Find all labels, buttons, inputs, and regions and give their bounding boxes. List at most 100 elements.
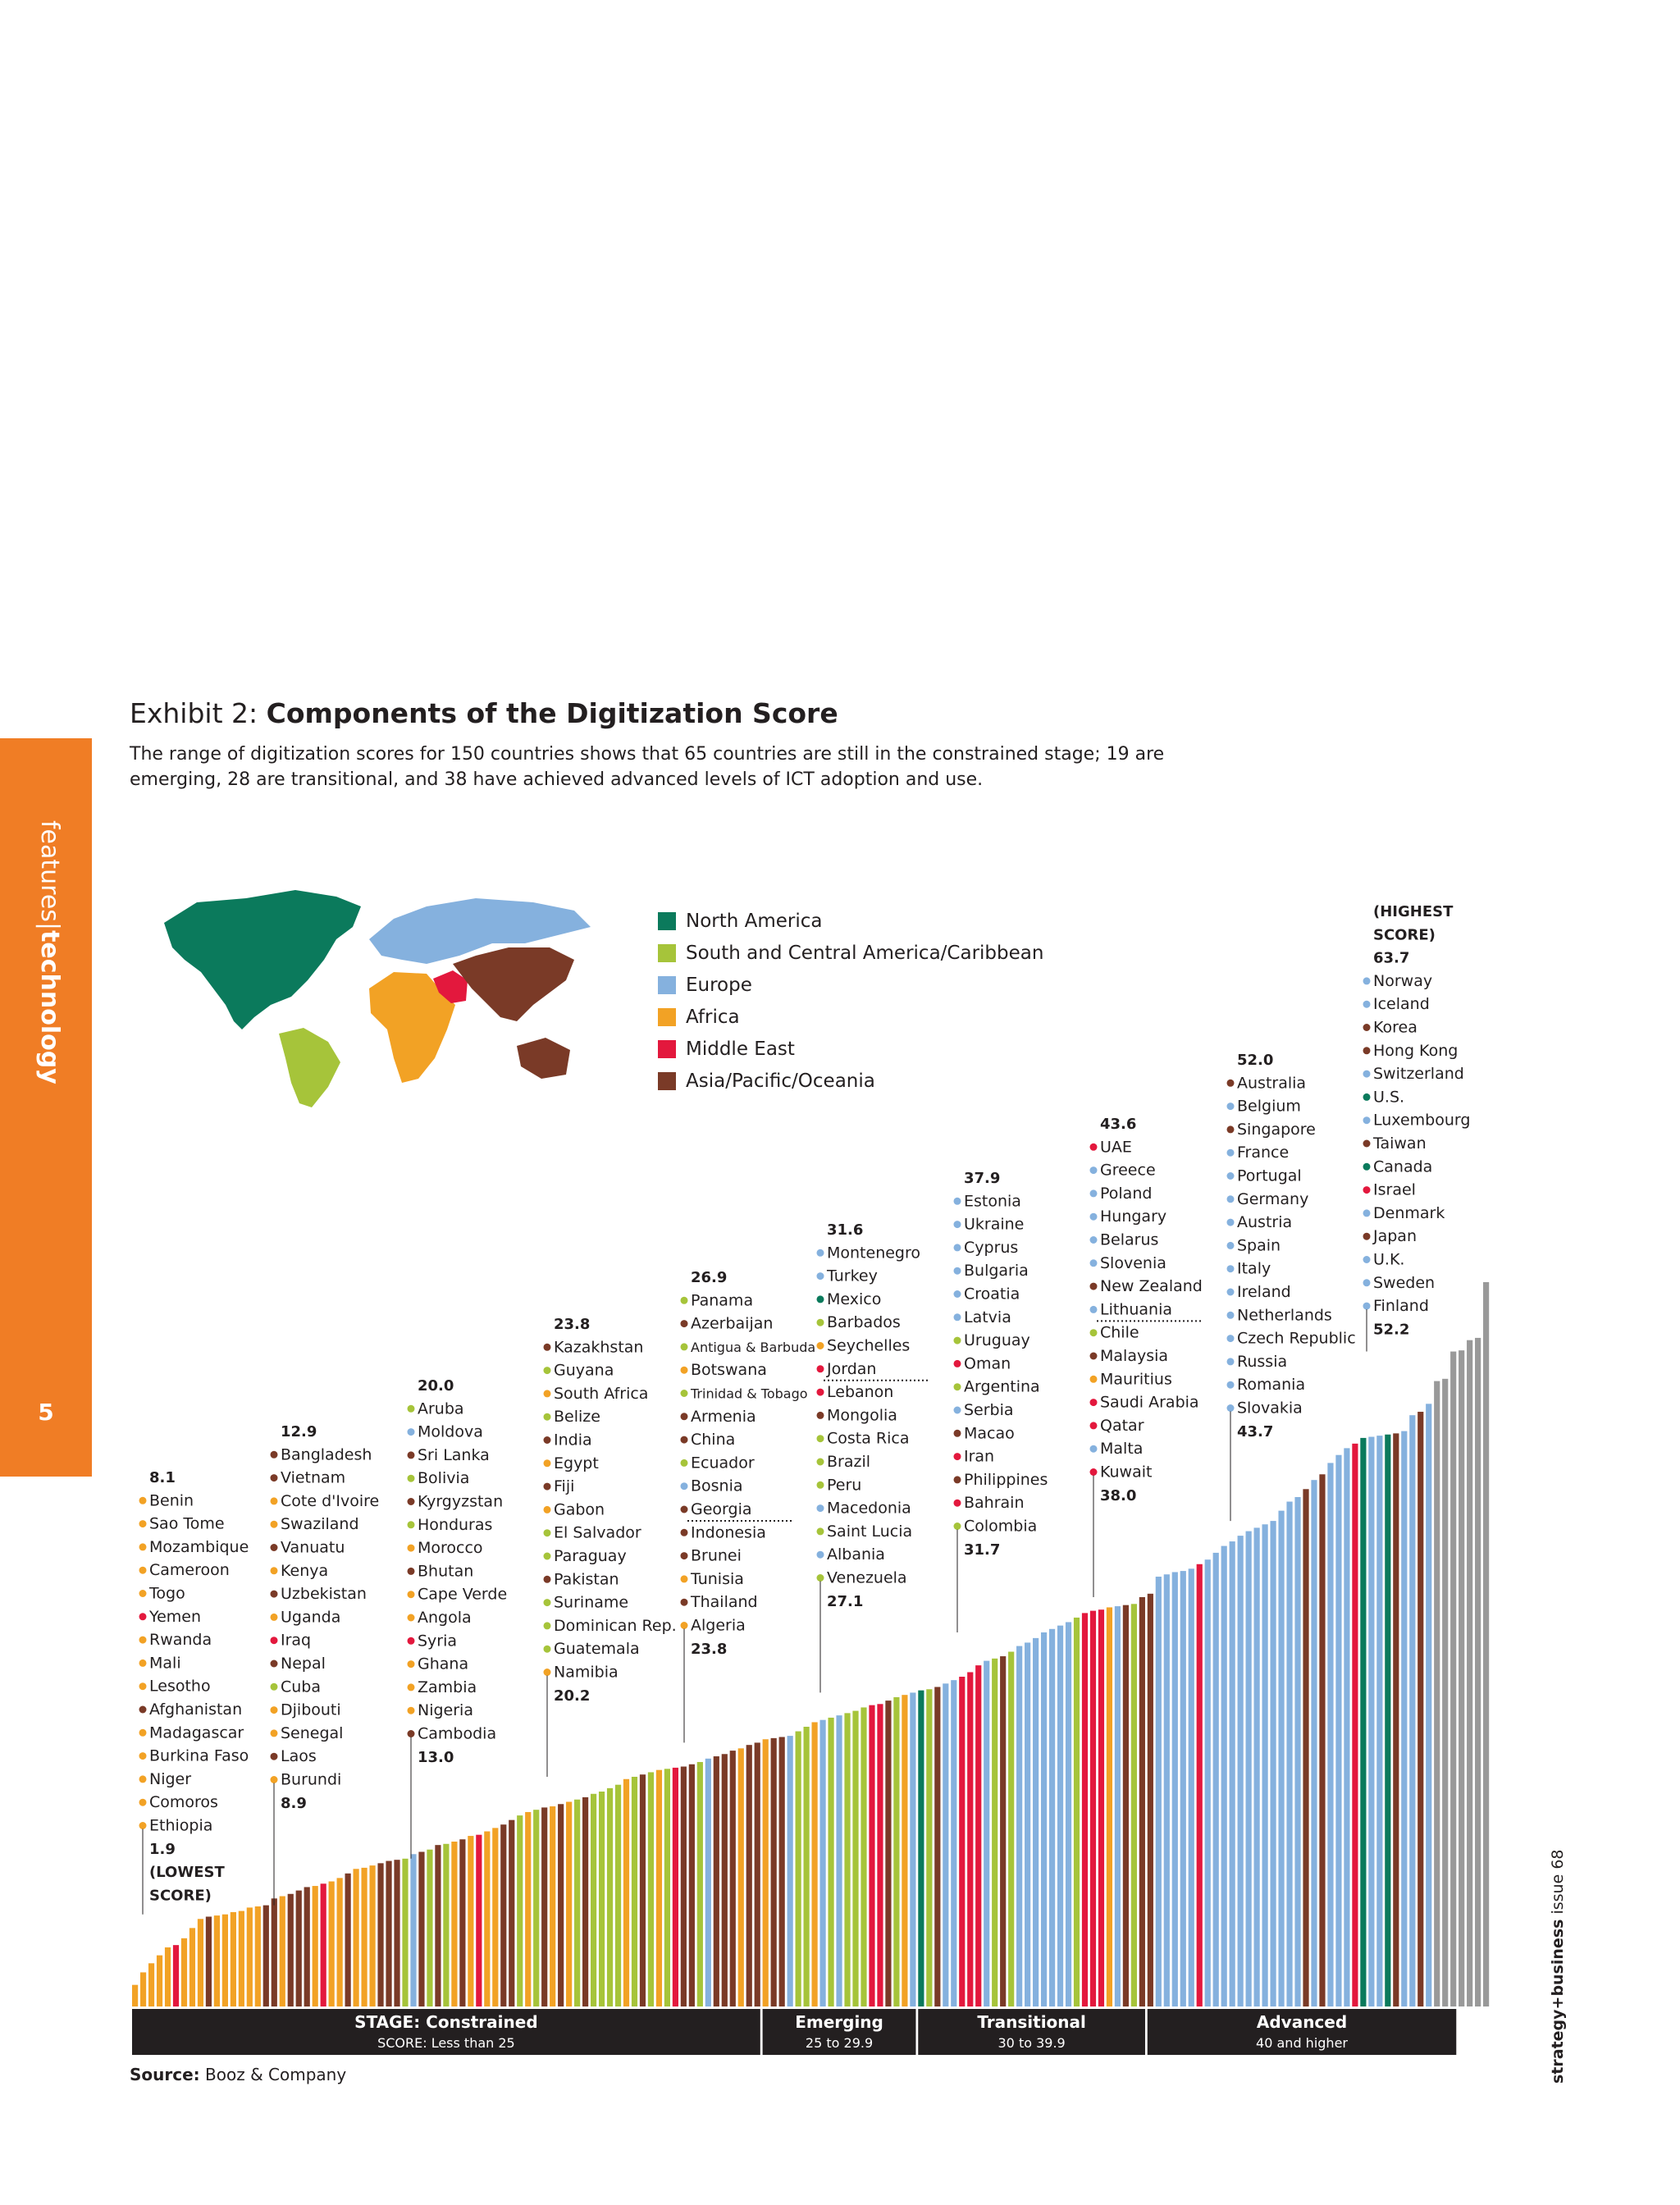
column-header-value: 26.9 — [691, 1269, 727, 1286]
country-dot — [407, 1498, 415, 1505]
chart-bar — [869, 1705, 875, 2006]
issue-label: strategy+business issue 68 — [1549, 1591, 1567, 2084]
country-label: Ireland — [1237, 1283, 1291, 1301]
stage-name: Emerging — [795, 2012, 883, 2032]
country-dot — [139, 1636, 147, 1644]
chart-bar — [1360, 1437, 1367, 2006]
country-label: Angola — [418, 1609, 472, 1627]
country-dot — [680, 1598, 688, 1606]
chart-bar — [1467, 1340, 1473, 2006]
chart-bar — [1130, 1604, 1137, 2006]
country-dot — [816, 1388, 824, 1396]
map-middle-east — [433, 970, 468, 1003]
chart-bar — [926, 1689, 933, 2006]
stage-band — [762, 2009, 916, 2055]
chart-bar — [509, 1819, 515, 2006]
chart-bar — [1057, 1625, 1064, 2006]
country-dot — [816, 1574, 824, 1582]
chart-bar — [1319, 1474, 1326, 2006]
country-label: Egypt — [554, 1454, 599, 1472]
chart-bar — [1393, 1433, 1399, 2006]
stage-name: STAGE: Constrained — [354, 2012, 537, 2032]
legend-label: Europe — [686, 975, 752, 996]
country-dot — [1226, 1102, 1235, 1111]
chart-bar — [975, 1665, 982, 2006]
country-dot — [407, 1614, 415, 1622]
country-label: Singapore — [1237, 1121, 1316, 1139]
chart-bar — [1106, 1607, 1113, 2006]
country-dot — [680, 1552, 688, 1560]
legend-swatch — [658, 944, 676, 962]
country-dot — [953, 1359, 961, 1367]
country-dot — [1089, 1259, 1098, 1267]
chart-bar — [205, 1916, 212, 2006]
chart-bar — [541, 1807, 548, 2006]
country-label: Philippines — [964, 1471, 1048, 1489]
country-dot — [139, 1728, 147, 1737]
country-label: Laos — [281, 1747, 317, 1765]
column-header-value: 31.6 — [827, 1221, 863, 1239]
country-dot — [816, 1527, 824, 1536]
legend-swatch — [658, 976, 676, 994]
country-dot — [1226, 1288, 1235, 1296]
country-label: Italy — [1237, 1260, 1271, 1278]
country-dot — [407, 1730, 415, 1737]
country-label: Seychelles — [827, 1337, 910, 1355]
country-dot — [953, 1290, 961, 1298]
country-dot — [680, 1459, 688, 1467]
country-dot — [953, 1499, 961, 1507]
map-asia-pacific — [453, 947, 574, 1079]
country-dot — [953, 1336, 961, 1344]
country-label: New Zealand — [1100, 1277, 1203, 1295]
country-dot — [1226, 1195, 1235, 1203]
country-dot — [543, 1436, 551, 1444]
country-dot — [953, 1429, 961, 1437]
country-dot — [270, 1706, 278, 1714]
column-footer-value: 31.7 — [964, 1541, 1000, 1559]
country-dot — [270, 1776, 278, 1783]
chart-bar — [902, 1695, 908, 2006]
country-label: Iceland — [1373, 995, 1430, 1013]
country-dot — [407, 1451, 415, 1459]
stage-name: Transitional — [977, 2012, 1086, 2032]
column-header-value: 23.8 — [554, 1316, 590, 1333]
chart-bar — [721, 1754, 728, 2006]
country-dot — [1089, 1468, 1098, 1476]
country-label: Kenya — [281, 1562, 328, 1580]
chart-bar — [647, 1772, 655, 2006]
chart-bar — [254, 1906, 261, 2006]
country-label: France — [1237, 1144, 1289, 1162]
country-dot — [270, 1752, 278, 1760]
chart-bar — [910, 1692, 916, 2006]
column-header-value: 8.1 — [149, 1469, 176, 1486]
issue-text: issue 68 — [1549, 1849, 1567, 1920]
country-dot — [816, 1458, 824, 1466]
country-label: Mauritius — [1100, 1370, 1172, 1388]
country-dot — [407, 1404, 415, 1413]
country-label: Azerbaijan — [691, 1315, 773, 1333]
chart-bar — [164, 1947, 171, 2006]
country-label: Colombia — [964, 1518, 1037, 1536]
country-dot — [1226, 1148, 1235, 1157]
chart-bar — [614, 1784, 622, 2006]
country-dot — [816, 1342, 824, 1349]
country-label: Senegal — [281, 1724, 343, 1742]
column-header-value: 63.7 — [1373, 950, 1409, 967]
chart-bar — [951, 1680, 957, 2006]
column-header-value: (HIGHEST — [1373, 903, 1454, 920]
country-label: Bahrain — [964, 1494, 1025, 1512]
country-dot — [1089, 1189, 1098, 1198]
country-label: Vanuatu — [281, 1539, 345, 1557]
country-dot — [1363, 1070, 1371, 1078]
country-label: Brazil — [827, 1453, 870, 1471]
country-dot — [816, 1272, 824, 1281]
country-dot — [543, 1505, 551, 1513]
country-label: Malta — [1100, 1440, 1143, 1458]
country-dot — [1089, 1352, 1098, 1360]
country-dot — [680, 1343, 688, 1351]
chart-bar — [525, 1811, 532, 2006]
exhibit-title-text: Components of the Digitization Score — [266, 697, 838, 729]
chart-bar — [680, 1766, 687, 2006]
chart-bar — [1065, 1622, 1072, 2006]
country-label: Switzerland — [1373, 1065, 1464, 1083]
